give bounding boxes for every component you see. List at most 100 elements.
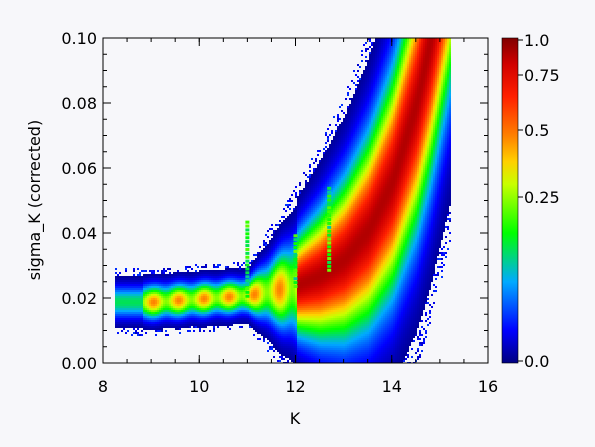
heat-cell [179, 326, 181, 328]
heat-cell [163, 284, 165, 286]
heat-cell [187, 310, 189, 312]
heat-cell [291, 242, 293, 244]
heat-cell [155, 326, 157, 328]
heat-cell [303, 254, 305, 256]
heat-cell [285, 282, 287, 284]
heat-cell [253, 302, 255, 304]
heat-cell [119, 310, 121, 312]
heat-cell [137, 282, 139, 284]
heat-cell [247, 298, 249, 300]
heat-cell [323, 222, 325, 224]
heat-cell [329, 296, 331, 298]
heat-cell [205, 296, 207, 298]
heat-cell [127, 280, 129, 282]
heat-cell [201, 320, 203, 322]
heat-cell [321, 306, 323, 308]
heat-cell [229, 328, 231, 330]
heat-cell [215, 276, 217, 278]
heat-cell [191, 276, 193, 278]
heat-cell [297, 244, 299, 246]
heat-cell [323, 302, 325, 304]
heat-cell [191, 272, 193, 274]
heat-cell [273, 314, 275, 316]
heat-cell [157, 286, 159, 288]
heat-cell [161, 322, 163, 324]
heat-cell [125, 282, 127, 284]
heat-cell [245, 308, 247, 310]
heat-cell [155, 324, 157, 326]
heat-cell [225, 290, 227, 292]
heat-cell [329, 252, 331, 254]
heat-cell [217, 280, 219, 282]
heat-cell [201, 288, 203, 290]
heat-cell [151, 300, 153, 302]
heat-cell [297, 308, 299, 310]
heat-cell [309, 198, 311, 200]
heat-cell [185, 268, 187, 270]
heat-cell [289, 284, 291, 286]
heat-cell [329, 180, 331, 182]
heat-cell [319, 296, 321, 298]
heat-cell [289, 352, 291, 354]
heat-cell [329, 182, 331, 184]
heat-cell [297, 222, 299, 224]
heat-cell [323, 194, 325, 196]
heat-cell [163, 280, 165, 282]
heat-cell [187, 306, 189, 308]
heat-cell [281, 258, 283, 260]
heat-cell [239, 278, 241, 280]
heat-cell [147, 308, 149, 310]
heat-cell [307, 326, 309, 328]
heat-cell [281, 336, 283, 338]
heat-cell [215, 324, 217, 326]
heat-cell [141, 294, 143, 296]
heat-cell [313, 328, 315, 330]
heat-cell [291, 226, 293, 228]
heat-cell [319, 212, 321, 214]
heat-cell [271, 342, 273, 344]
heat-cell [325, 206, 327, 208]
heat-cell [317, 340, 319, 342]
heat-cell [165, 312, 167, 314]
heat-cell [243, 320, 245, 322]
heat-cell [311, 318, 313, 320]
heat-cell [305, 204, 307, 206]
heat-cell [159, 274, 161, 276]
heat-cell [205, 322, 207, 324]
heat-cell [119, 306, 121, 308]
heat-cell [321, 340, 323, 342]
heat-cell [291, 332, 293, 334]
heat-cell [263, 318, 265, 320]
heat-cell [273, 240, 275, 242]
heat-cell [265, 290, 267, 292]
heat-cell [313, 162, 315, 164]
heat-cell [121, 310, 123, 312]
heat-cell [135, 288, 137, 290]
heat-cell [129, 284, 131, 286]
heat-cell [327, 288, 329, 290]
heat-cell [273, 330, 275, 332]
heat-cell [159, 320, 161, 322]
heat-cell [271, 264, 273, 266]
heat-cell [123, 284, 125, 286]
heat-cell [195, 312, 197, 314]
heat-cell [217, 324, 219, 326]
heat-cell [241, 264, 243, 266]
heat-cell [181, 312, 183, 314]
heat-cell [251, 264, 253, 266]
heat-cell [243, 300, 245, 302]
heat-cell [325, 220, 327, 222]
heat-cell [149, 298, 151, 300]
heat-cell [319, 244, 321, 246]
heat-cell [311, 324, 313, 326]
heat-cell [255, 254, 257, 256]
heat-cell [321, 356, 323, 358]
heat-cell [233, 270, 235, 272]
heat-cell [281, 306, 283, 308]
heat-cell [285, 328, 287, 330]
heat-cell [293, 316, 295, 318]
heat-cell [299, 288, 301, 290]
heat-cell [201, 324, 203, 326]
heat-cell [239, 318, 241, 320]
heat-cell [273, 296, 275, 298]
